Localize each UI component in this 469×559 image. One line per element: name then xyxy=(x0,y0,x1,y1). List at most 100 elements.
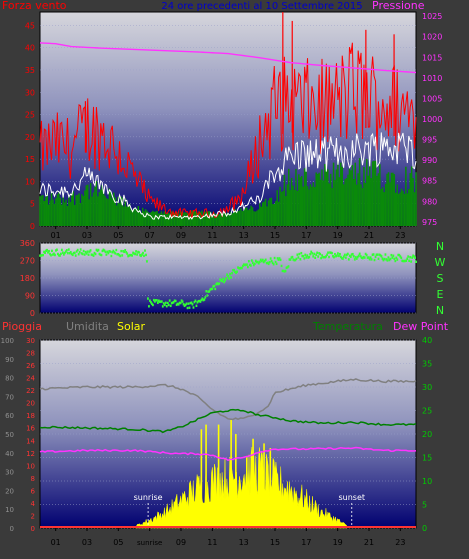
wind-direction-point xyxy=(386,259,389,262)
wind-direction-point xyxy=(177,303,180,306)
wind-direction-point xyxy=(97,248,100,252)
wind-direction-point xyxy=(278,257,281,260)
compass-e: E xyxy=(437,288,444,301)
wind-direction-point xyxy=(144,249,146,252)
wind-direction-point xyxy=(378,253,381,256)
wind-direction-point xyxy=(246,263,248,266)
wind-direction-point xyxy=(258,260,261,264)
wind-direction-point xyxy=(284,269,287,273)
wind-direction-point xyxy=(268,260,271,264)
wind-direction-point xyxy=(59,252,62,256)
wind-direction-point xyxy=(312,255,315,258)
wind-direction-point xyxy=(315,253,318,256)
wind-direction-point xyxy=(103,249,106,252)
y-tick-label-wind: 40 xyxy=(25,44,35,53)
wind-direction-point xyxy=(259,258,262,262)
wind-direction-point xyxy=(257,262,260,265)
wind-direction-point xyxy=(168,299,171,302)
wind-direction-point xyxy=(328,255,330,259)
wind-direction-point xyxy=(337,252,339,255)
wind-direction-point xyxy=(99,253,102,256)
wind-direction-point xyxy=(294,258,297,262)
wind-direction-point xyxy=(189,301,192,305)
wind-direction-point xyxy=(232,269,234,272)
wind-direction-point xyxy=(389,257,392,261)
wind-direction-point xyxy=(152,303,154,307)
wind-direction-point xyxy=(225,277,228,280)
wind-direction-point xyxy=(359,255,362,258)
wind-direction-point xyxy=(381,257,384,260)
humidity-line xyxy=(39,378,417,421)
wind-direction-point xyxy=(146,260,148,263)
wind-direction-point xyxy=(320,256,323,260)
wind-direction-point xyxy=(77,253,80,256)
wind-direction-point xyxy=(234,270,236,274)
wind-direction-point xyxy=(173,299,176,302)
wind-direction-point xyxy=(215,283,218,286)
x-tick-label: 19 xyxy=(333,538,343,547)
wind-direction-point xyxy=(141,253,143,256)
wind-direction-point xyxy=(382,259,385,262)
wind-direction-point xyxy=(42,253,44,257)
wind-direction-point xyxy=(355,257,358,260)
wind-direction-point xyxy=(399,255,402,258)
wind-direction-point xyxy=(269,257,272,260)
wind-direction-point xyxy=(242,264,244,268)
wind-direction-point xyxy=(351,252,354,256)
wind-direction-point xyxy=(376,253,379,256)
wind-direction-point xyxy=(349,255,352,258)
wind-direction-point xyxy=(63,251,66,255)
wind-direction-point xyxy=(266,261,269,265)
wind-direction-point xyxy=(192,306,195,309)
wind-direction-point xyxy=(134,252,136,256)
y-tick-label-temperature: 10 xyxy=(422,477,432,486)
wind-direction-point xyxy=(385,258,388,261)
wind-direction-point xyxy=(280,264,283,268)
wind-direction-point xyxy=(167,303,170,307)
wind-direction-point xyxy=(309,253,312,256)
wind-direction-point xyxy=(220,279,223,282)
wind-direction-point xyxy=(171,301,174,304)
wind-direction-point xyxy=(383,257,386,261)
wind-direction-point xyxy=(397,253,400,257)
x-tick-label: 15 xyxy=(270,538,280,547)
wind-direction-point xyxy=(64,250,67,253)
wind-direction-point xyxy=(260,259,263,263)
wind-gust-line xyxy=(39,42,417,220)
wind-direction-point xyxy=(115,248,118,252)
y-tick-label-wind: 0 xyxy=(30,222,35,231)
wind-direction-point xyxy=(39,254,41,257)
wind-direction-point xyxy=(111,251,114,254)
wind-direction-point xyxy=(81,252,84,256)
solar-area xyxy=(135,446,348,529)
x-tick-label: 23 xyxy=(395,231,405,240)
wind-direction-point xyxy=(402,259,405,263)
wind-direction-point xyxy=(199,300,202,303)
wind-direction-point xyxy=(354,256,357,259)
wind-direction-point xyxy=(98,252,101,256)
wind-direction-point xyxy=(409,256,412,259)
wind-direction-point xyxy=(54,253,56,257)
wind-direction-point xyxy=(47,251,49,254)
y-tick-label-humidity: 30 xyxy=(5,469,14,477)
compass-n-bottom: N xyxy=(436,304,444,317)
wind-direction-point xyxy=(239,267,241,270)
wind-direction-point xyxy=(307,256,310,259)
wind-direction-point xyxy=(406,257,409,261)
wind-direction-point xyxy=(396,258,399,261)
wind-direction-point xyxy=(222,277,225,280)
wind-direction-point xyxy=(44,251,46,255)
wind-direction-point xyxy=(296,253,299,256)
y-tick-label-rain: 16 xyxy=(26,425,35,433)
wind-direction-point xyxy=(159,300,162,303)
wind-direction-point xyxy=(105,253,108,256)
y-tick-label-temperature: 0 xyxy=(422,524,427,533)
wind-direction-point xyxy=(40,254,42,257)
wind-direction-point xyxy=(93,251,96,255)
humidity-label: Umidita xyxy=(66,320,109,333)
y-tick-label-pressure: 990 xyxy=(422,156,437,165)
wind-direction-point xyxy=(388,258,391,262)
y-tick-label-temperature: 30 xyxy=(422,383,432,392)
wind-direction-point xyxy=(357,254,360,257)
wind-direction-point xyxy=(255,260,258,264)
